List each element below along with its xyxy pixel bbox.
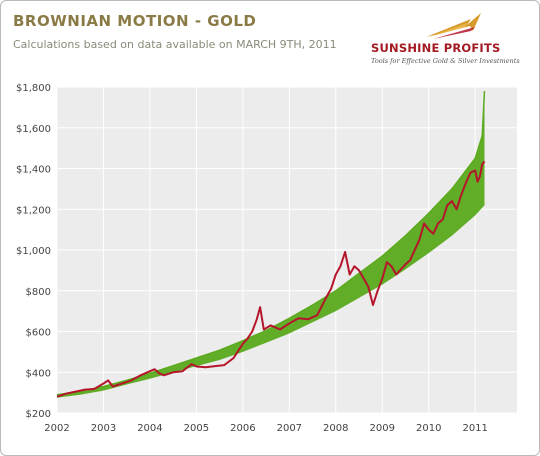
x-tick-label: 2003 — [91, 423, 116, 434]
series-actual-line — [56, 160, 486, 398]
x-tick-label: 2011 — [462, 423, 487, 434]
x-tick-label: 2005 — [184, 423, 209, 434]
y-tick-label: $200 — [26, 409, 51, 420]
x-tick-label: 2002 — [44, 423, 69, 434]
y-tick-label: $1,000 — [16, 246, 51, 257]
series-simulated-band — [57, 91, 485, 398]
x-tick-label: 2007 — [277, 423, 302, 434]
y-tick-label: $600 — [26, 328, 51, 339]
x-tick-label: 2006 — [230, 423, 255, 434]
y-tick-label: $1,600 — [16, 124, 51, 135]
chart-title: BROWNIAN MOTION - GOLD — [13, 12, 257, 30]
y-tick-label: $800 — [26, 287, 51, 298]
x-tick-label: 2008 — [323, 423, 348, 434]
x-tick-label: 2010 — [416, 423, 441, 434]
logo-arrow-mark — [426, 13, 481, 39]
logo-tagline: Tools for Effective Gold & Silver Invest… — [371, 57, 520, 65]
chart-subtitle: Calculations based on data available on … — [13, 38, 337, 51]
logo-brand-name: SUNSHINE PROFITS — [371, 41, 501, 55]
sunshine-profits-logo: SUNSHINE PROFITS Tools for Effective Gol… — [371, 7, 521, 69]
sunshine-arrow-logo-icon — [426, 13, 481, 39]
x-tick-label: 2004 — [137, 423, 162, 434]
y-tick-label: $1,400 — [16, 165, 51, 176]
y-tick-label: $1,200 — [16, 205, 51, 216]
y-tick-label: $1,800 — [16, 83, 51, 94]
x-tick-label: 2009 — [370, 423, 395, 434]
y-tick-label: $400 — [26, 368, 51, 379]
